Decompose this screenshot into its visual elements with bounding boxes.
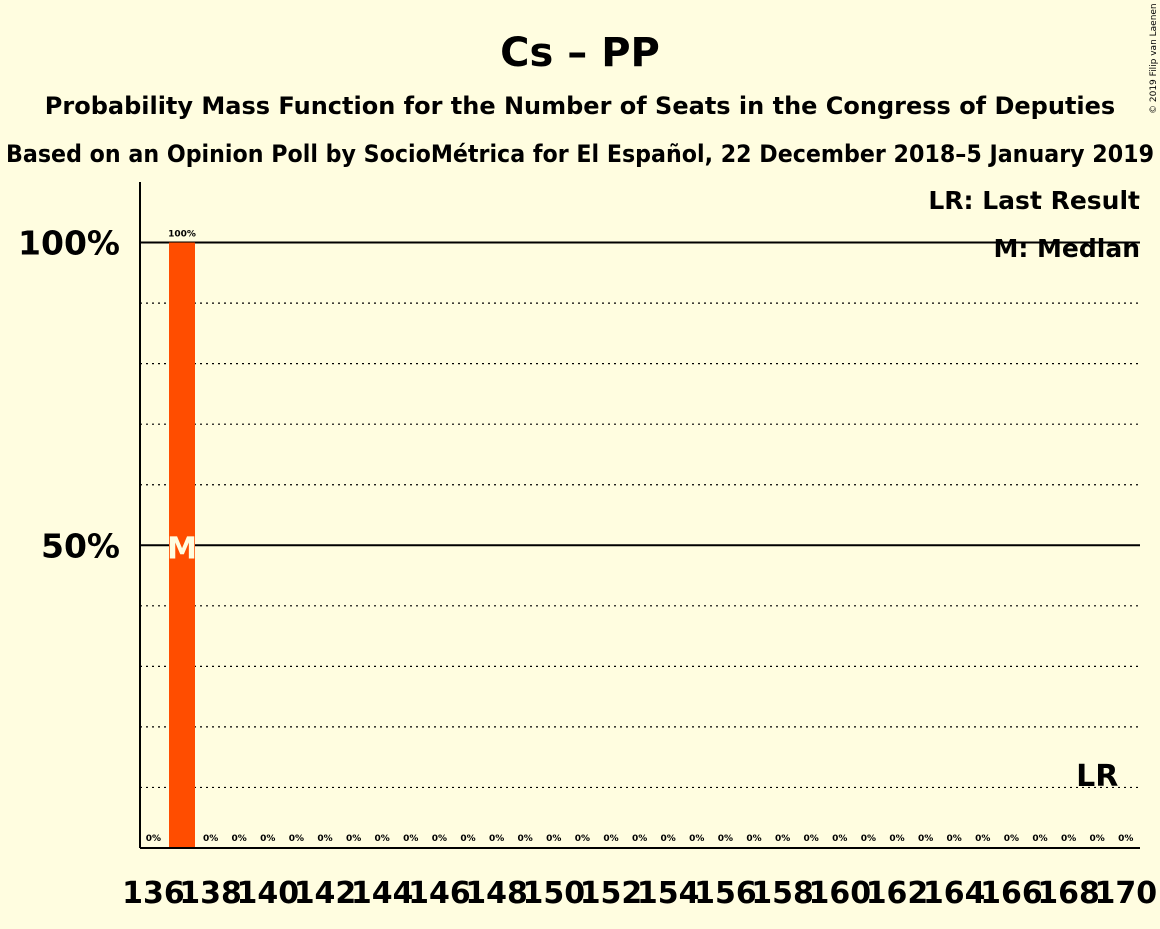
- x-tick-label: 150: [522, 876, 585, 911]
- bar-value-label: 0%: [489, 834, 504, 844]
- bar-value-label: 0%: [1004, 834, 1019, 844]
- bar-value-label: 0%: [575, 834, 590, 844]
- x-tick-label: 166: [980, 876, 1043, 911]
- bar-value-label: 0%: [232, 834, 247, 844]
- legend-median: M: Median: [993, 234, 1140, 263]
- bar-value-label: 0%: [1118, 834, 1133, 844]
- bar-value-label: 0%: [918, 834, 933, 844]
- y-tick-label: 100%: [18, 224, 120, 263]
- bar-value-label: 0%: [260, 834, 275, 844]
- x-tick-label: 164: [923, 876, 986, 911]
- x-tick-label: 148: [465, 876, 528, 911]
- bar-value-label: 0%: [289, 834, 304, 844]
- bar-value-label: 0%: [546, 834, 561, 844]
- legend-last-result: LR: Last Result: [928, 186, 1140, 215]
- bar-value-label: 0%: [632, 834, 647, 844]
- bar-value-label: 0%: [1090, 834, 1105, 844]
- bar-value-label: 0%: [889, 834, 904, 844]
- x-tick-label: 162: [866, 876, 929, 911]
- bar-value-label: 0%: [661, 834, 676, 844]
- y-tick-label: 50%: [41, 526, 120, 565]
- bar-value-label: 0%: [403, 834, 418, 844]
- bar-value-label: 0%: [975, 834, 990, 844]
- bar-value-label: 0%: [375, 834, 390, 844]
- bar: [169, 242, 195, 848]
- x-tick-label: 142: [294, 876, 357, 911]
- x-tick-labels: 1361381401421441461481501521541561581601…: [122, 876, 1157, 911]
- chart-subtitle-2: Based on an Opinion Poll by SocioMétrica…: [6, 140, 1154, 168]
- bar-value-label: 0%: [1032, 834, 1047, 844]
- gridlines: [140, 241, 1140, 789]
- x-tick-label: 160: [808, 876, 871, 911]
- bar-value-label: 0%: [689, 834, 704, 844]
- bar-value-label: 0%: [432, 834, 447, 844]
- bar-value-label: 0%: [317, 834, 332, 844]
- bar-value-label: 0%: [718, 834, 733, 844]
- bar-value-label: 0%: [861, 834, 876, 844]
- bar-value-label: 0%: [346, 834, 361, 844]
- last-result-marker: LR: [1076, 759, 1118, 794]
- median-marker: M: [167, 531, 197, 566]
- bar-value-label: 0%: [146, 834, 161, 844]
- x-tick-label: 136: [122, 876, 185, 911]
- bar-value-label: 100%: [168, 230, 196, 240]
- bar-value-label: 0%: [746, 834, 761, 844]
- x-tick-label: 138: [179, 876, 242, 911]
- bar-value-labels: 0% 100% 0% 0% 0% 0% 0% 0% 0% 0% 0% 0% 0% 0% 0% 0% 0% 0% 0%…: [146, 230, 1134, 844]
- bar-value-label: 0%: [203, 834, 218, 844]
- x-tick-label: 156: [694, 876, 757, 911]
- bar-value-label: 0%: [603, 834, 618, 844]
- bar-value-label: 0%: [832, 834, 847, 844]
- x-tick-label: 170: [1094, 876, 1157, 911]
- x-tick-label: 140: [236, 876, 299, 911]
- x-tick-label: 144: [351, 876, 414, 911]
- bar-value-label: 0%: [460, 834, 475, 844]
- bar-value-label: 0%: [518, 834, 533, 844]
- x-tick-label: 146: [408, 876, 471, 911]
- x-tick-label: 154: [637, 876, 700, 911]
- bar-value-label: 0%: [947, 834, 962, 844]
- chart-title: Cs – PP: [500, 30, 660, 76]
- x-tick-label: 158: [751, 876, 814, 911]
- y-tick-labels: 50% 100%: [18, 224, 120, 566]
- bar-value-label: 0%: [1061, 834, 1076, 844]
- bar-value-label: 0%: [804, 834, 819, 844]
- chart-subtitle: Probability Mass Function for the Number…: [45, 92, 1115, 120]
- x-tick-label: 152: [580, 876, 643, 911]
- bars: [169, 242, 195, 848]
- x-tick-label: 168: [1037, 876, 1100, 911]
- bar-value-label: 0%: [775, 834, 790, 844]
- copyright-text: © 2019 Filip van Laenen: [1149, 3, 1159, 114]
